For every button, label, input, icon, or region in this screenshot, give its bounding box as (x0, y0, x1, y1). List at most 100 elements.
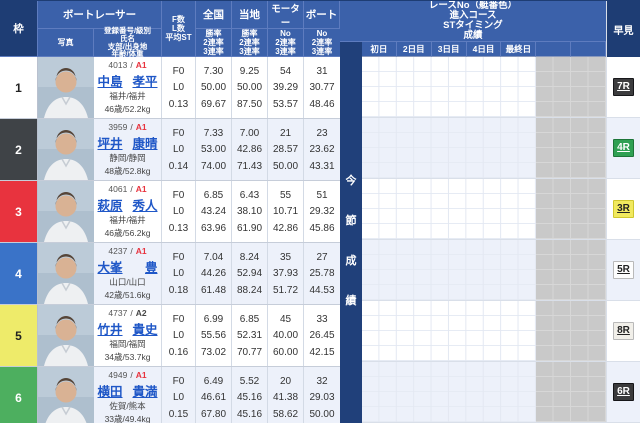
hayami-cell: 3R (607, 179, 640, 240)
branch-origin: 佐賀/熊本 (109, 401, 146, 412)
hayami-cell: 6R (607, 362, 640, 423)
racer-photo-silhouette (38, 367, 94, 423)
season-label-char: 節 (345, 215, 357, 227)
day-header-cell: 2日目 (396, 42, 432, 57)
frame-number-cell: 1 (0, 57, 38, 118)
current-series-results-label: 今節成績 (340, 57, 362, 423)
national-stats-cell: 7.30 50.00 69.67 (196, 57, 232, 118)
motor-stats-cell: 21 28.57 50.00 (268, 119, 304, 180)
local-stats-cell: 7.00 42.86 71.43 (232, 119, 268, 180)
racer-name-link[interactable]: 萩原 秀人 (97, 198, 158, 213)
col-header-boat: ボート (304, 1, 340, 29)
hayami-race-link[interactable]: 8R (613, 322, 634, 340)
national-stats-cell: 7.04 44.26 61.48 (196, 243, 232, 304)
racer-photo-silhouette (38, 57, 94, 118)
col-header-motor-rates: No 2連率 3連率 (268, 29, 304, 57)
season-label-char: 今 (345, 175, 357, 187)
day-header-cell: 3日目 (431, 42, 467, 57)
day-header-cell (536, 42, 572, 57)
results-day-cells (362, 57, 537, 117)
racer-row: 1 4013/A1 中島 孝平 福井/福井 46歳/52.2kg F0 L0 0.13 (0, 57, 340, 119)
local-stats-cell: 5.52 45.16 45.16 (232, 367, 268, 423)
col-header-frame: 枠 (0, 1, 38, 57)
f-l-st-cell: F0 L0 0.15 (162, 367, 196, 423)
hayami-column: 早見 7R 4R 3R 5R 8R 6R (606, 1, 640, 423)
results-grid-row (362, 362, 606, 423)
col-header-boat-rates: No 2連率 3連率 (304, 29, 340, 57)
hayami-cell: 4R (607, 118, 640, 179)
results-header: レースNo（艇番色） 進入コース STタイミング 成績 (340, 1, 606, 42)
racer-name-link[interactable]: 竹井 貴史 (97, 322, 158, 337)
registration-and-class: 4013/A1 (108, 59, 147, 70)
branch-origin: 福井/福井 (109, 91, 146, 102)
racer-photo (38, 119, 94, 180)
col-header-national-rates: 勝率 2連率 3連率 (196, 29, 232, 57)
frame-number-cell: 2 (0, 119, 38, 180)
day-header-cell: 最終日 (501, 42, 537, 57)
hayami-race-link[interactable]: 7R (613, 78, 634, 96)
f-l-st-cell: F0 L0 0.13 (162, 57, 196, 118)
racer-photo (38, 305, 94, 366)
results-grid-row (362, 301, 606, 362)
age-weight: 46歳/56.2kg (104, 228, 151, 239)
f-l-st-cell: F0 L0 0.14 (162, 119, 196, 180)
hayami-race-link[interactable]: 5R (613, 261, 634, 279)
hayami-race-link[interactable]: 4R (613, 139, 634, 157)
hayami-cell: 8R (607, 301, 640, 362)
hayami-race-link[interactable]: 3R (613, 200, 634, 218)
racer-name-link[interactable]: 中島 孝平 (97, 74, 158, 89)
hayami-race-link[interactable]: 6R (613, 383, 634, 401)
boat-stats-cell: 23 23.62 43.31 (309, 127, 335, 172)
racer-row: 6 4949/A1 横田 貴満 佐賀/熊本 33歳/49.4kg F0 L0 0.15 (0, 367, 340, 423)
racer-row: 2 3959/A1 坪井 康晴 静岡/静岡 48歳/52.8kg F0 L0 0.14 (0, 119, 340, 181)
day-header-row: 初日 2日目 3日目 4日目 最終日 (362, 42, 607, 57)
age-weight: 33歳/49.4kg (104, 414, 151, 423)
racer-info-cell: 4949/A1 横田 貴満 佐賀/熊本 33歳/49.4kg (94, 367, 162, 423)
local-stats-cell: 6.43 38.10 61.90 (232, 181, 268, 242)
racer-name-link[interactable]: 横田 貴満 (97, 384, 158, 399)
season-label-char: 成 (345, 255, 357, 267)
boat-stats-cell: 31 30.77 48.46 (309, 65, 335, 110)
frame-number-cell: 3 (0, 181, 38, 242)
col-header-national: 全国 (196, 1, 232, 29)
boat-stats-cell: 32 29.03 50.00 (309, 375, 335, 420)
results-day-cells (362, 118, 537, 178)
racer-info-cell: 4013/A1 中島 孝平 福井/福井 46歳/52.2kg (94, 57, 162, 118)
racer-table-header: 枠 ボートレーサー F数 L数 平均ST 全国 当地 モーター ボート 写真 登録番… (0, 1, 340, 58)
racer-row: 3 4061/A1 萩原 秀人 福井/福井 46歳/56.2kg F0 L0 0.13 (0, 181, 340, 243)
racer-photo-silhouette (38, 181, 94, 242)
motor-stats-cell: 20 41.38 58.62 (268, 367, 304, 423)
results-unused-cells (536, 57, 606, 117)
col-header-local: 当地 (232, 1, 268, 29)
boat-stats-cell: 51 29.32 45.86 (309, 189, 335, 234)
col-header-racer-info: 登録番号/級別 氏名 支部/出身地 年齢/体重 (94, 27, 162, 58)
racer-row: 5 4737/A2 竹井 貴史 福岡/福岡 34歳/53.7kg F0 L0 0.16 (0, 305, 340, 367)
col-header-photo: 写真 (38, 29, 94, 57)
national-stats-cell: 6.85 43.24 63.96 (196, 181, 232, 242)
motor-stats-cell: 54 39.29 53.57 (268, 57, 304, 118)
col-header-hayami: 早見 (607, 1, 640, 57)
racer-photo-silhouette (38, 243, 94, 304)
registration-and-class: 4237/A1 (108, 245, 147, 256)
frame-number-cell: 4 (0, 243, 38, 304)
season-strip-header-stub (340, 42, 362, 57)
results-unused-cells (536, 179, 606, 239)
day-header-cell (571, 42, 607, 57)
national-stats-cell: 7.33 53.00 74.00 (196, 119, 232, 180)
registration-and-class: 4061/A1 (108, 183, 147, 194)
results-unused-cells (536, 301, 606, 361)
racer-rows: 1 4013/A1 中島 孝平 福井/福井 46歳/52.2kg F0 L0 0.13 (0, 57, 340, 423)
racer-name-link[interactable]: 坪井 康晴 (97, 136, 158, 151)
motor-stats-cell: 45 40.00 60.00 (268, 305, 304, 366)
series-results-section: レースNo（艇番色） 進入コース STタイミング 成績 初日 2日目 3日目 4日目最… (340, 1, 640, 423)
results-day-cells (362, 301, 537, 361)
branch-origin: 福井/福井 (109, 215, 146, 226)
racer-row: 4 4237/A1 大峯豊 山口/山口 42歳/51.6kg F0 L0 0.18 (0, 243, 340, 305)
col-header-f-l-st: F数 L数 平均ST (162, 1, 196, 57)
racer-name-link[interactable]: 大峯豊 (97, 260, 158, 275)
results-day-cells (362, 362, 537, 422)
frame-number-cell: 6 (0, 367, 38, 423)
motor-stats-cell: 35 37.93 51.72 (268, 243, 304, 304)
racer-info-cell: 4061/A1 萩原 秀人 福井/福井 46歳/56.2kg (94, 181, 162, 242)
